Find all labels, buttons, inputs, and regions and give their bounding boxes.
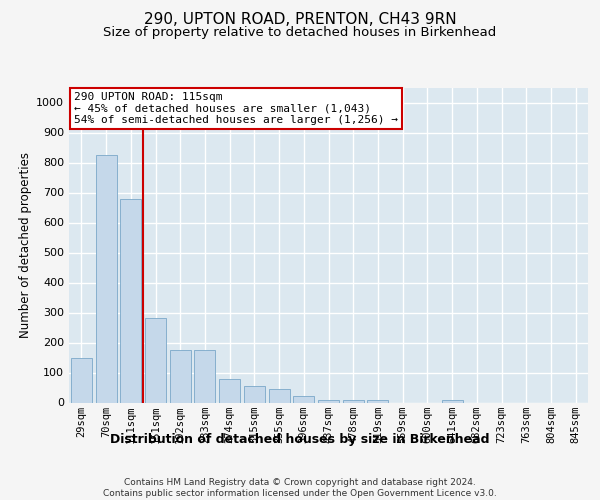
Bar: [244, 386, 265, 402]
Bar: [293, 396, 314, 402]
Text: 290, UPTON ROAD, PRENTON, CH43 9RN: 290, UPTON ROAD, PRENTON, CH43 9RN: [143, 12, 457, 28]
Bar: [343, 400, 364, 402]
Text: Distribution of detached houses by size in Birkenhead: Distribution of detached houses by size …: [110, 432, 490, 446]
Bar: [120, 198, 141, 402]
Bar: [71, 358, 92, 403]
Text: Contains HM Land Registry data © Crown copyright and database right 2024.
Contai: Contains HM Land Registry data © Crown c…: [103, 478, 497, 498]
Bar: [367, 400, 388, 402]
Bar: [170, 350, 191, 403]
Bar: [219, 378, 240, 402]
Bar: [95, 155, 116, 402]
Text: Size of property relative to detached houses in Birkenhead: Size of property relative to detached ho…: [103, 26, 497, 39]
Bar: [194, 350, 215, 403]
Bar: [318, 400, 339, 402]
Text: 290 UPTON ROAD: 115sqm
← 45% of detached houses are smaller (1,043)
54% of semi-: 290 UPTON ROAD: 115sqm ← 45% of detached…: [74, 92, 398, 126]
Bar: [145, 318, 166, 402]
Bar: [442, 400, 463, 402]
Bar: [269, 389, 290, 402]
Y-axis label: Number of detached properties: Number of detached properties: [19, 152, 32, 338]
